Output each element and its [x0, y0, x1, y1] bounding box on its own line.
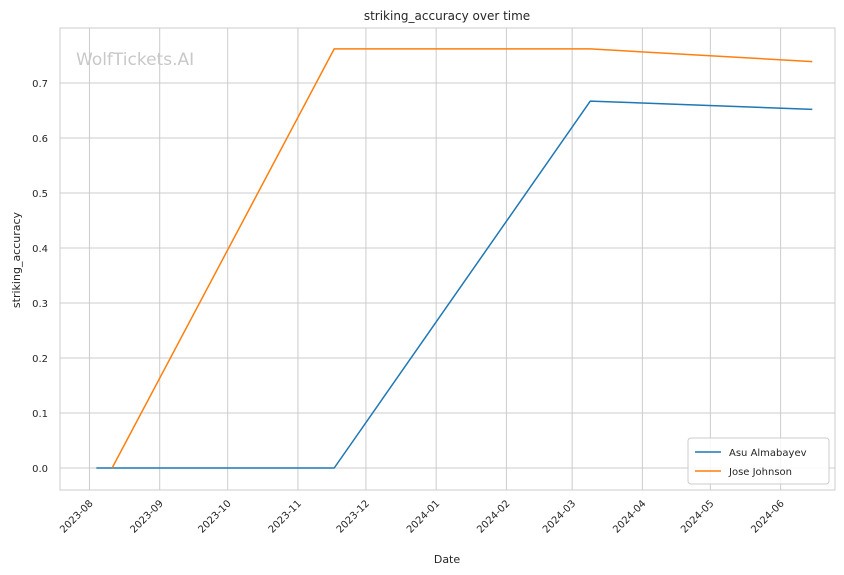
- y-tick-label: 0.0: [32, 464, 48, 475]
- x-tick-label: 2024-05: [679, 498, 716, 535]
- x-tick-label: 2024-03: [541, 498, 578, 535]
- x-tick-label: 2024-01: [405, 498, 442, 535]
- y-tick-label: 0.5: [32, 189, 48, 200]
- data-point: [589, 48, 591, 50]
- data-point: [589, 100, 591, 102]
- y-axis-label: striking_accuracy: [10, 211, 23, 308]
- x-axis-ticks: 2023-08 2023-09 2023-10 2023-11 2023-12 2024-…: [58, 498, 786, 535]
- series-line-jose-johnson: [111, 48, 813, 469]
- x-tick-label: 2023-08: [58, 498, 95, 535]
- y-tick-label: 0.1: [32, 409, 48, 420]
- x-tick-label: 2023-10: [196, 498, 233, 535]
- data-point: [812, 61, 814, 63]
- data-point: [333, 48, 335, 50]
- data-point: [812, 109, 814, 111]
- x-tick-label: 2024-02: [475, 498, 512, 535]
- y-axis-ticks: 0.0 0.1 0.2 0.3 0.4 0.5 0.6 0.7: [32, 79, 48, 475]
- watermark: WolfTickets.AI: [76, 50, 194, 70]
- data-point: [111, 467, 113, 469]
- y-tick-label: 0.3: [32, 299, 48, 310]
- y-tick-label: 0.6: [32, 134, 48, 145]
- series-line-asu-almabayev: [96, 100, 813, 469]
- x-axis-label: Date: [434, 553, 461, 566]
- data-point: [95, 467, 97, 469]
- plot-area: [59, 27, 836, 491]
- x-tick-label: 2023-11: [267, 498, 304, 535]
- y-tick-label: 0.4: [32, 244, 48, 255]
- x-tick-label: 2023-09: [128, 498, 165, 535]
- x-tick-label: 2024-04: [611, 498, 648, 535]
- y-tick-label: 0.2: [32, 354, 48, 365]
- chart-title: striking_accuracy over time: [364, 9, 530, 23]
- legend-box: [687, 437, 830, 485]
- legend: Asu Almabayev Jose Johnson: [687, 437, 830, 485]
- series-lines: [95, 48, 814, 469]
- y-tick-label: 0.7: [32, 79, 48, 90]
- data-point: [333, 467, 335, 469]
- x-tick-label: 2023-12: [335, 498, 372, 535]
- legend-label-jose-johnson: Jose Johnson: [728, 467, 792, 478]
- x-tick-label: 2024-06: [749, 498, 786, 535]
- legend-label-asu-almabayev: Asu Almabayev: [729, 448, 807, 459]
